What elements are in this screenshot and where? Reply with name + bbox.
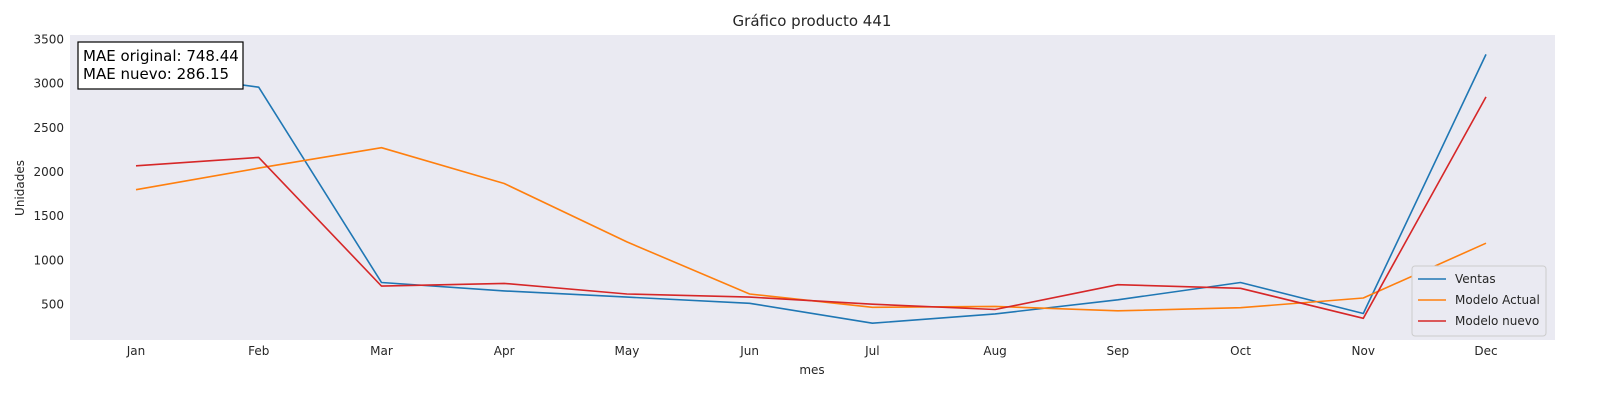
series-lines (135, 54, 1487, 325)
annotation-frame (77, 41, 244, 90)
x-tick-label: Sep (1107, 344, 1130, 358)
y-tick-label: 2500 (33, 121, 64, 135)
y-axis-label: Unidades (13, 160, 27, 216)
y-tick-label: 1000 (33, 253, 64, 267)
x-tick-label: Aug (983, 344, 1006, 358)
y-tick-label: 500 (41, 298, 64, 312)
x-tick-label: Feb (248, 344, 269, 358)
x-tick-label: Apr (494, 344, 515, 358)
x-axis-label: mes (799, 363, 824, 377)
series-line-modelo-nuevo (135, 96, 1487, 320)
x-tick-label: Nov (1352, 344, 1375, 358)
y-tick-label: 2000 (33, 165, 64, 179)
y-tick-label: 3500 (33, 32, 64, 46)
x-tick-label: Dec (1474, 344, 1497, 358)
y-axis-ticks: 500 1000 1500 2000 2500 3000 3500 (33, 32, 64, 311)
x-tick-label: Jun (739, 344, 759, 358)
legend-label: Ventas (1455, 272, 1496, 286)
legend-label: Modelo nuevo (1455, 314, 1539, 328)
annotation-box: MAE original: 748.44 MAE nuevo: 286.15 (77, 41, 244, 90)
x-tick-label: Jul (864, 344, 879, 358)
series-line-ventas (135, 54, 1487, 325)
x-axis-ticks: Jan Feb Mar Apr May Jun Jul Aug Sep Oct Nov Dec (126, 344, 1498, 358)
y-tick-label: 3000 (33, 77, 64, 91)
y-tick-label: 1500 (33, 209, 64, 223)
x-tick-label: Mar (370, 344, 393, 358)
x-tick-label: Oct (1230, 344, 1251, 358)
plot-area (70, 35, 1555, 340)
chart-title: Gráfico producto 441 (733, 12, 892, 30)
x-tick-label: Jan (126, 344, 146, 358)
annotation-mae-nuevo: MAE nuevo: 286.15 (83, 65, 229, 83)
legend-label: Modelo Actual (1455, 293, 1540, 307)
x-tick-label: May (615, 344, 640, 358)
legend: Ventas Modelo Actual Modelo nuevo (1411, 265, 1547, 337)
annotation-mae-original: MAE original: 748.44 (83, 47, 239, 65)
legend-frame (1411, 265, 1547, 337)
